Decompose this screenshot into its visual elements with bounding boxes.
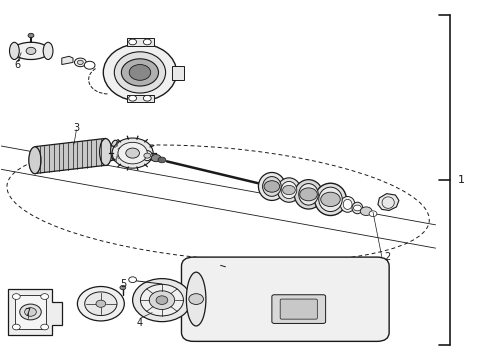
Bar	[127, 39, 154, 45]
Circle shape	[41, 294, 49, 300]
Circle shape	[126, 148, 140, 158]
Polygon shape	[15, 296, 46, 329]
Circle shape	[189, 294, 203, 305]
Circle shape	[144, 95, 151, 101]
Text: 3: 3	[74, 123, 79, 133]
Circle shape	[353, 205, 361, 211]
Circle shape	[84, 61, 95, 69]
Ellipse shape	[186, 272, 206, 326]
Circle shape	[283, 185, 295, 195]
Text: 1: 1	[458, 175, 465, 185]
Circle shape	[360, 207, 372, 216]
Ellipse shape	[343, 199, 352, 210]
Circle shape	[112, 138, 153, 168]
Circle shape	[20, 304, 41, 320]
Circle shape	[158, 157, 166, 163]
Circle shape	[264, 181, 280, 192]
Circle shape	[149, 291, 174, 310]
Circle shape	[74, 58, 86, 67]
Circle shape	[77, 287, 124, 321]
Circle shape	[122, 59, 159, 86]
FancyBboxPatch shape	[280, 299, 318, 319]
Ellipse shape	[263, 177, 281, 196]
Circle shape	[77, 60, 83, 64]
Polygon shape	[35, 138, 106, 174]
Ellipse shape	[111, 140, 121, 161]
Ellipse shape	[99, 139, 112, 166]
Ellipse shape	[258, 172, 285, 201]
Circle shape	[129, 64, 151, 80]
Polygon shape	[8, 289, 62, 335]
Circle shape	[41, 324, 49, 330]
Circle shape	[129, 277, 137, 283]
Ellipse shape	[299, 184, 318, 205]
Text: 5: 5	[120, 279, 126, 289]
Circle shape	[26, 47, 36, 54]
Circle shape	[369, 211, 377, 217]
Text: 6: 6	[15, 60, 21, 70]
Text: 4: 4	[137, 318, 143, 328]
Ellipse shape	[143, 150, 152, 161]
Polygon shape	[378, 194, 399, 211]
Circle shape	[85, 292, 117, 316]
Circle shape	[120, 285, 126, 290]
Circle shape	[24, 308, 36, 316]
Ellipse shape	[43, 42, 53, 59]
Ellipse shape	[340, 197, 355, 212]
Circle shape	[12, 324, 20, 330]
Ellipse shape	[352, 202, 363, 214]
Bar	[127, 95, 154, 102]
Circle shape	[118, 142, 147, 164]
Circle shape	[28, 33, 34, 38]
Polygon shape	[62, 56, 73, 64]
Ellipse shape	[319, 187, 342, 212]
Ellipse shape	[13, 42, 49, 59]
Ellipse shape	[9, 42, 19, 59]
Circle shape	[156, 296, 168, 305]
Circle shape	[133, 279, 191, 321]
Circle shape	[12, 294, 20, 300]
Circle shape	[96, 300, 106, 307]
Ellipse shape	[294, 180, 323, 209]
Ellipse shape	[114, 52, 166, 93]
Circle shape	[151, 154, 161, 162]
Circle shape	[141, 284, 183, 316]
Ellipse shape	[281, 181, 297, 199]
Circle shape	[144, 39, 151, 45]
Text: 7: 7	[24, 308, 31, 318]
Circle shape	[321, 192, 340, 207]
Ellipse shape	[315, 183, 346, 216]
FancyBboxPatch shape	[181, 257, 389, 341]
Circle shape	[129, 39, 137, 45]
Ellipse shape	[103, 44, 176, 101]
Circle shape	[129, 95, 137, 101]
Ellipse shape	[277, 178, 301, 202]
Text: 2: 2	[384, 252, 391, 262]
Circle shape	[300, 188, 318, 201]
Ellipse shape	[29, 147, 41, 174]
Circle shape	[144, 153, 151, 158]
Bar	[172, 66, 184, 80]
FancyBboxPatch shape	[272, 295, 326, 323]
